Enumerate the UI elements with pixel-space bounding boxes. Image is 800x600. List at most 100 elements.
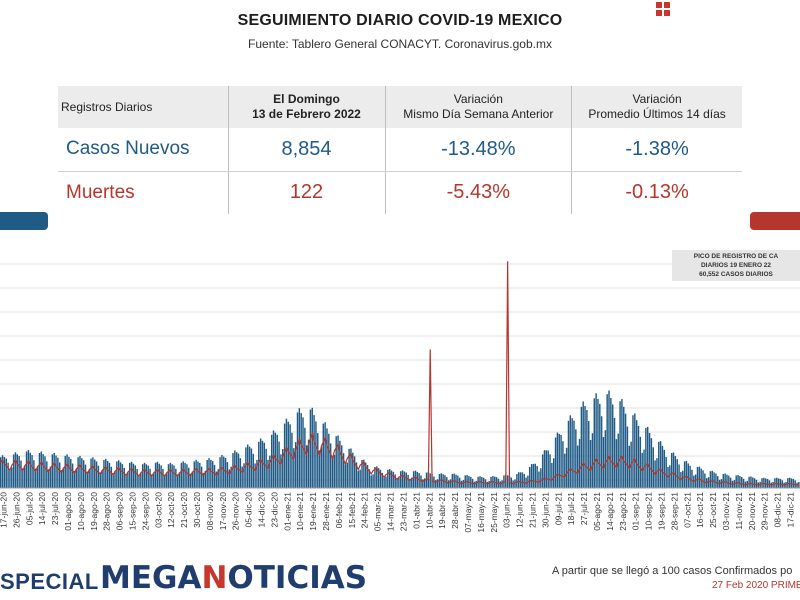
deaths-line [0, 261, 800, 486]
x-tick-label: 21-oct-20 [179, 492, 189, 528]
cases-bar [247, 444, 249, 488]
cases-bar [737, 474, 739, 488]
x-tick-label: 14-dic-20 [257, 492, 267, 528]
cases-bar [315, 421, 317, 488]
x-tick-label: 08-nov-20 [205, 492, 215, 531]
x-tick-label: 17-dic-21 [786, 492, 796, 528]
cases-bar [202, 472, 205, 488]
meganoticias-logo: MEGANOTICIAS [100, 560, 368, 596]
cases-bar [57, 457, 59, 488]
footer-date: 27 Feb 2020 PRIME [712, 580, 800, 591]
cases-bar [53, 452, 55, 488]
cases-bar [11, 467, 13, 488]
cases-bar [790, 478, 793, 488]
cases-bar [418, 473, 420, 488]
cases-bar [545, 450, 548, 488]
x-tick-label: 10-ago-20 [76, 492, 86, 531]
cases-bar [713, 472, 715, 488]
cases-bar [25, 451, 28, 488]
cases-bar [486, 481, 489, 488]
peak-annotation: PICO DE REGISTRO DE CA DIARIOS 19 ENERO … [672, 250, 800, 281]
cases-bar [411, 477, 413, 488]
x-tick-label: 01-sep-21 [631, 492, 641, 531]
cases-bar [698, 466, 701, 488]
cases-bar [427, 472, 430, 488]
cases-bar [530, 464, 533, 488]
cases-bar [335, 436, 337, 488]
cases-bar [359, 469, 361, 488]
cases-bar [711, 470, 713, 488]
cases-bar [787, 478, 789, 488]
cases-bar [663, 449, 666, 488]
cases-bar [291, 432, 293, 488]
cases-bar [683, 461, 686, 488]
cases-bar [46, 461, 48, 488]
cases-bar [7, 462, 9, 488]
cases-bar [130, 461, 133, 488]
cases-bar [436, 479, 439, 488]
cases-bar [534, 463, 536, 488]
cases-bar [774, 478, 776, 488]
cases-bar [637, 425, 640, 488]
cases-bar [647, 426, 649, 488]
cases-bar [729, 477, 732, 488]
cases-bar [753, 478, 756, 488]
cases-bar [184, 462, 186, 488]
cases-bar [105, 458, 107, 488]
x-tick-label: 07-oct-21 [682, 492, 692, 528]
cases-bar [398, 477, 400, 488]
x-tick-label: 30-oct-20 [192, 492, 202, 528]
cases-bar [357, 470, 360, 488]
x-tick-label: 01-ene-21 [282, 492, 292, 531]
cases-bar [691, 469, 693, 488]
x-tick-label: 19-abr-21 [437, 492, 447, 529]
cases-bar [558, 433, 560, 488]
cases-bar [226, 462, 229, 488]
cases-bar [263, 442, 266, 488]
cases-bar [40, 451, 42, 488]
grid-menu-icon[interactable] [656, 2, 670, 16]
cases-bar [422, 479, 424, 488]
cases-bar [239, 458, 242, 488]
cases-bar [16, 454, 19, 488]
cases-bar [79, 455, 81, 488]
cases-bar [401, 470, 404, 488]
cases-bar [624, 413, 627, 488]
x-tick-label: 05-dic-20 [244, 492, 254, 528]
cases-bar [694, 474, 697, 488]
cases-bar [707, 477, 710, 488]
cases-bar [326, 428, 328, 488]
x-tick-label: 23-ago-21 [618, 492, 628, 531]
header-variation-week: Variación Mismo Día Semana Anterior [384, 86, 572, 128]
cases-bar [167, 464, 170, 488]
cases-bar [423, 478, 426, 488]
cases-bar [248, 446, 251, 488]
cases-bar [547, 450, 549, 488]
cases-bar [405, 472, 407, 488]
cases-bar [101, 470, 103, 488]
cases-bar [178, 472, 181, 488]
cases-bar [626, 426, 629, 488]
footer-bar [0, 560, 800, 600]
cases-bar [519, 472, 522, 488]
deaths-legend-tab [750, 212, 800, 230]
cases-bar [94, 459, 96, 488]
cases-bar [320, 446, 323, 488]
daily-stats-table: Registros Diarios El Domingo 13 de Febre… [58, 86, 742, 214]
cases-bar [588, 420, 590, 488]
cases-bar [348, 448, 350, 488]
cases-bar [228, 469, 231, 488]
header-var-week-line1: Variación [453, 92, 503, 106]
cases-bar [361, 460, 363, 488]
cases-bar [777, 478, 780, 488]
cases-bar [204, 470, 207, 488]
x-tick-label: 14-ago-21 [605, 492, 615, 531]
cases-bar [687, 463, 689, 488]
cases-bar [381, 472, 384, 488]
cases-bar [143, 462, 146, 488]
cases-bar [307, 439, 310, 488]
cases-bar [90, 458, 92, 488]
x-tick-label: 26-nov-20 [231, 492, 241, 531]
cases-bar [379, 469, 382, 488]
cases-bar [206, 460, 208, 488]
